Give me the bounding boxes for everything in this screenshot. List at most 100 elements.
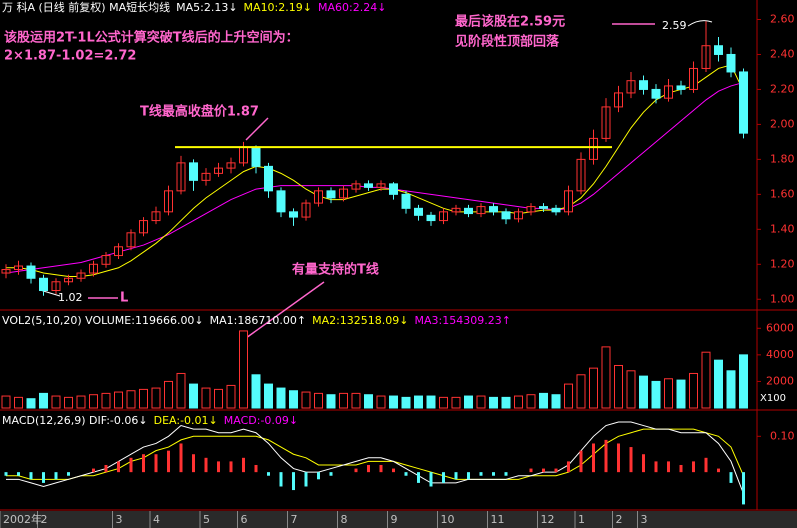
volume-bar — [676, 379, 686, 409]
x-tick-label: 10 — [441, 513, 455, 526]
volume-bar — [576, 374, 586, 409]
x-tick-label: 2 — [41, 513, 48, 526]
y-tick-label: 1.20 — [770, 257, 795, 270]
x-tick-label: 3 — [116, 513, 123, 526]
volume-bar — [1, 395, 11, 409]
volume-bar — [251, 374, 261, 409]
volume-bar — [351, 392, 361, 409]
volume-bar — [639, 375, 648, 409]
volume-bar — [514, 395, 523, 409]
x-tick-label: 2002年 — [3, 512, 42, 526]
volume-bar — [714, 359, 723, 409]
header-item: 万 科A (日线 前复权) MA短长均线 — [2, 0, 170, 14]
volume-bar — [564, 383, 573, 409]
volume-bar — [389, 395, 398, 409]
annotation: 2×1.87-1.02=2.72 — [4, 49, 136, 64]
ma-line — [5, 81, 744, 274]
unit-label: X100 — [760, 393, 786, 404]
y-tick-label: 4000 — [766, 348, 794, 361]
volume-bar — [151, 387, 161, 409]
volume-bar — [401, 396, 411, 409]
volume-bar — [364, 394, 373, 409]
volume-bar — [326, 394, 336, 409]
panel-header: MACD(12,26,9) DIF:-0.06↓ DEA:-0.01↓ MACD:-… — [2, 414, 298, 427]
header-item: MACD(12,26,9) DIF:-0.06↓ — [2, 414, 148, 427]
x-tick-label: 12 — [541, 513, 555, 526]
volume-bar — [239, 330, 248, 409]
y-tick-label: 1.60 — [770, 187, 795, 200]
annotation: T线最高收盘价1.87 — [140, 104, 259, 120]
volume-bar — [139, 388, 148, 409]
header-item: DEA:-0.01↓ — [154, 414, 218, 427]
y-tick-label: 1.00 — [770, 292, 795, 305]
annotation: L — [120, 291, 128, 306]
volume-bar — [614, 364, 623, 409]
volume-bar — [376, 395, 386, 409]
price-label: 2.59 — [662, 19, 687, 32]
header-item: MA60:2.24↓ — [318, 1, 386, 14]
annotation: 有量支持的T线 — [292, 262, 379, 278]
volume-bar — [464, 395, 473, 409]
volume-bar — [501, 396, 511, 409]
x-tick-label: 1 — [578, 513, 585, 526]
date-axis-band — [0, 511, 797, 528]
volume-bar — [189, 383, 198, 409]
volume-bar — [264, 383, 273, 409]
volume-bar — [689, 372, 698, 409]
y-tick-label: 2.00 — [770, 117, 795, 130]
header-item: MACD:-0.09↓ — [224, 414, 298, 427]
volume-bar — [526, 394, 536, 409]
volume-bar — [226, 384, 236, 409]
y-tick-label: 0.10 — [770, 429, 795, 442]
volume-bar — [551, 394, 561, 409]
volume-bar — [289, 390, 298, 409]
volume-bar — [214, 388, 223, 409]
x-tick-label: 2 — [616, 513, 623, 526]
x-tick-label: 11 — [491, 513, 505, 526]
header-item: MA2:132518.09↓ — [312, 314, 408, 327]
x-tick-label: 7 — [291, 513, 298, 526]
volume-bar — [489, 396, 498, 409]
header-item: MA3:154309.23↑ — [415, 314, 511, 327]
price-label: 1.02 — [58, 291, 83, 304]
volume-bar — [26, 398, 36, 409]
volume-bar — [601, 346, 611, 409]
volume-bar — [589, 367, 598, 409]
volume-bar — [451, 396, 461, 409]
volume-bar — [476, 395, 486, 409]
y-tick-label: 2.60 — [770, 12, 795, 25]
ma-line — [6, 64, 744, 278]
panel-frames — [0, 0, 797, 511]
volume-bar — [176, 372, 186, 409]
volume-bar — [701, 351, 711, 409]
volume-bar — [726, 370, 736, 409]
y-tick-label: 6000 — [766, 321, 794, 334]
y-tick-label: 1.80 — [770, 152, 795, 165]
y-tick-label: 2.40 — [770, 47, 795, 60]
header-item: VOL2(5,10,20) VOLUME:119666.00↓ — [2, 314, 204, 327]
volume-bar — [739, 354, 748, 409]
x-tick-label: 5 — [203, 513, 210, 526]
header-item: MA10:2.19↓ — [244, 1, 312, 14]
x-tick-label: 8 — [341, 513, 348, 526]
y-tick-label: 2.20 — [770, 82, 795, 95]
dif-line — [6, 421, 744, 494]
volume-bar — [76, 395, 86, 409]
volume-bar — [164, 380, 173, 409]
x-tick-label: 6 — [241, 513, 248, 526]
volume-bar — [201, 387, 211, 409]
volume-bar — [651, 380, 661, 409]
volume-bar — [426, 395, 436, 409]
volume-bar — [39, 392, 48, 409]
volume-bar — [101, 392, 111, 409]
x-tick-label: 4 — [153, 513, 160, 526]
volume-bar — [626, 370, 636, 409]
x-tick-label: 3 — [641, 513, 648, 526]
volume-bar — [314, 392, 323, 409]
annotation: 见阶段性顶部回落 — [455, 34, 560, 50]
header-item: MA1:186710.00↑ — [210, 314, 306, 327]
volume-bar — [14, 396, 23, 409]
